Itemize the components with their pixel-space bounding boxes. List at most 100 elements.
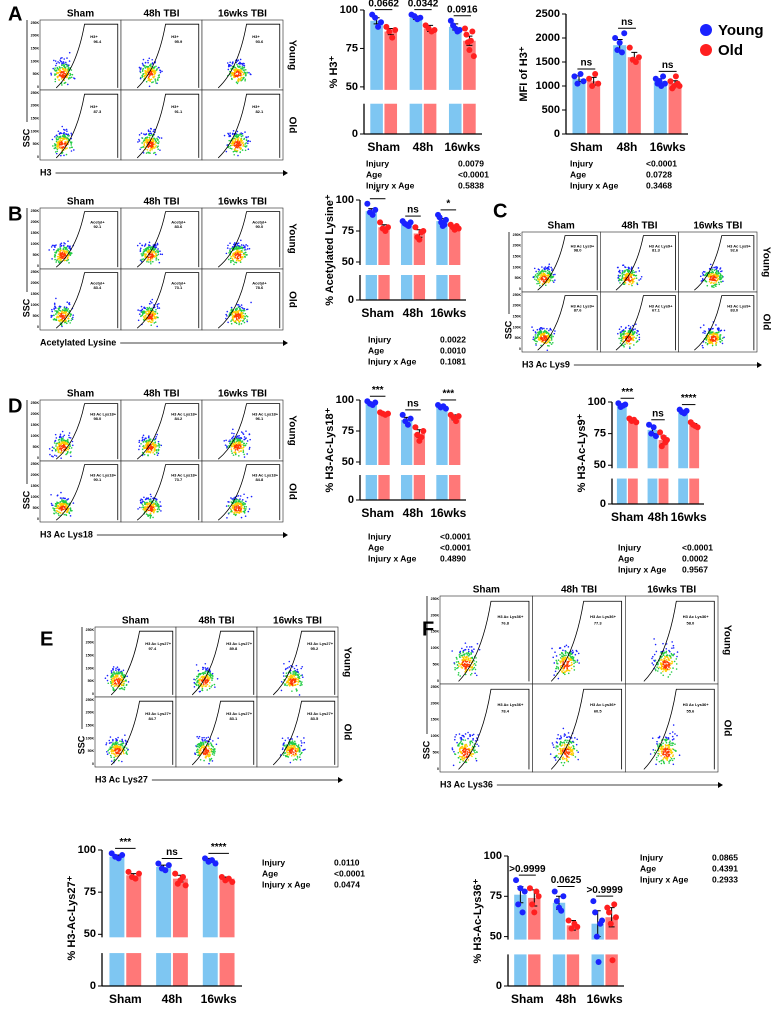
event-dot [64, 136, 67, 138]
flow-y-tick-label: 150K [31, 292, 40, 296]
event-dot [61, 84, 63, 86]
event-dot [214, 750, 216, 753]
event-dot [140, 498, 143, 500]
event-dot [53, 59, 55, 62]
event-dot [58, 316, 60, 319]
event-dot [64, 314, 66, 317]
event-dot [139, 309, 141, 312]
event-dot [287, 681, 290, 684]
event-dot [156, 510, 159, 513]
flow-cell [201, 207, 284, 270]
event-dot [620, 278, 623, 281]
event-dot [535, 270, 537, 273]
event-dot [113, 671, 116, 673]
event-dot [150, 506, 152, 508]
flow-y-tick-label: 50K [515, 276, 522, 280]
event-dot [239, 256, 242, 259]
event-dot [247, 140, 249, 143]
event-dot [62, 249, 65, 252]
event-dot [141, 448, 144, 451]
event-dot [121, 738, 123, 741]
event-dot [553, 332, 556, 335]
flow-y-tick-label: 150K [86, 654, 95, 658]
event-dot [53, 512, 56, 515]
event-dot [538, 269, 541, 271]
event-dot [629, 326, 632, 328]
event-dot [63, 75, 65, 77]
event-dot [195, 664, 198, 666]
event-dot [623, 277, 625, 279]
event-dot [147, 444, 149, 447]
event-dot [148, 451, 150, 454]
event-dot [145, 72, 148, 75]
gate [217, 23, 281, 89]
event-dot [69, 437, 72, 439]
event-dot [147, 61, 149, 64]
event-dot [149, 80, 152, 83]
event-dot [548, 280, 551, 283]
event-dot [55, 152, 58, 155]
flow-x-arrowhead [283, 170, 288, 176]
gate-name: Acetyl+ [252, 220, 267, 225]
event-dot [118, 743, 120, 746]
event-dot [145, 513, 148, 515]
event-dot [211, 684, 213, 687]
event-dot [144, 248, 147, 250]
gate-value: 96.4 [93, 39, 102, 44]
event-dot [240, 244, 243, 246]
event-dot [58, 62, 61, 64]
event-dot [291, 690, 293, 692]
event-dot [145, 497, 148, 499]
event-dot [158, 307, 161, 309]
event-dot [64, 73, 67, 75]
event-dot [145, 253, 148, 255]
event-dot [546, 274, 548, 277]
event-dot [237, 259, 240, 262]
flow-row-label: Old [286, 117, 297, 134]
event-dot [68, 245, 71, 248]
gate-value: 83.4 [93, 285, 102, 290]
event-dot [55, 138, 58, 141]
event-dot [719, 341, 722, 343]
flow-column-label: 16wks TBI [218, 197, 267, 208]
flow-cell [39, 460, 122, 523]
event-dot [61, 64, 64, 66]
event-dot [154, 251, 157, 253]
event-dot [123, 752, 125, 755]
event-dot [148, 500, 151, 503]
event-dot [540, 274, 542, 276]
event-dot [235, 145, 237, 147]
event-dot [66, 147, 68, 149]
event-dot [157, 258, 160, 261]
event-dot [245, 244, 247, 246]
flow-y-tick-label: 100K [513, 265, 522, 269]
event-dot [541, 327, 544, 330]
event-dot [60, 509, 63, 512]
event-dot [63, 143, 66, 145]
event-dot [240, 319, 242, 322]
event-dot [156, 68, 158, 71]
event-dot [237, 255, 239, 257]
event-dot [708, 280, 711, 283]
event-dot [241, 62, 243, 65]
event-dot [53, 302, 56, 305]
event-dot [110, 741, 112, 744]
event-dot [154, 151, 156, 154]
event-dot [56, 135, 59, 138]
event-dot [137, 141, 139, 143]
event-dot [236, 139, 239, 141]
flow-y-tick-label: 0 [37, 517, 39, 521]
event-dot [51, 258, 53, 260]
event-dot [230, 510, 233, 512]
event-dot [66, 137, 69, 139]
event-dot [151, 148, 153, 151]
event-dot [283, 675, 285, 677]
event-dot [236, 438, 239, 440]
event-dot [243, 66, 246, 69]
flow-cell [120, 460, 203, 523]
event-dot [156, 433, 159, 436]
event-dot [118, 759, 120, 762]
event-dot [149, 130, 152, 133]
event-dot [55, 313, 57, 315]
